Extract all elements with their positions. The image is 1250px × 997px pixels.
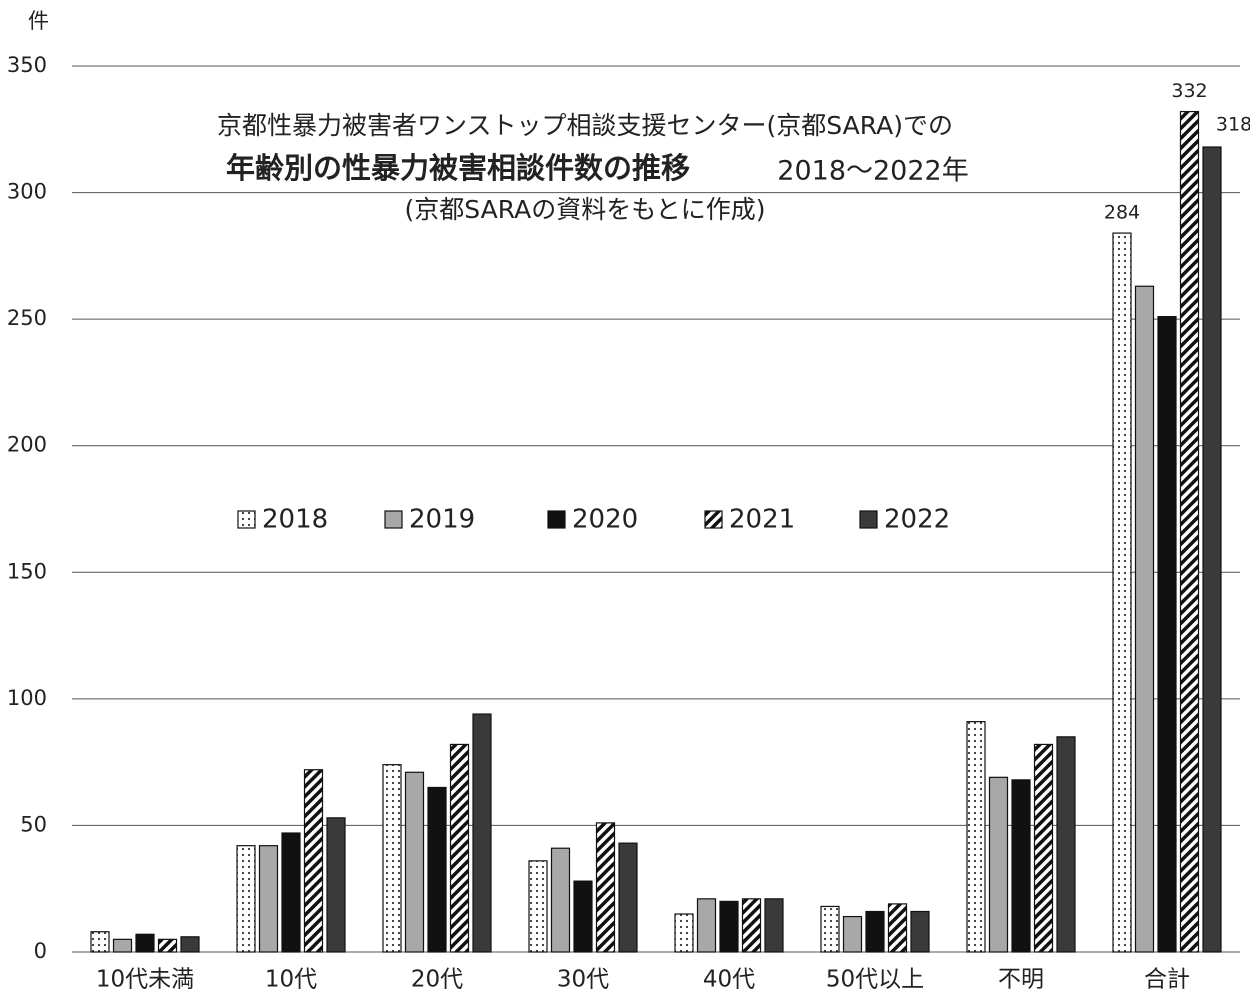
- y-axis-label: 件: [28, 9, 49, 33]
- bar: [741, 898, 762, 953]
- bar: [674, 913, 694, 953]
- data-label: 332: [1171, 80, 1207, 102]
- bar: [303, 769, 324, 953]
- bar: [988, 776, 1009, 953]
- bar: [966, 721, 986, 953]
- bar: [90, 931, 110, 953]
- bar: [427, 786, 447, 953]
- bar: [528, 860, 548, 953]
- bar: [719, 900, 739, 953]
- legend-label: 2020: [572, 505, 638, 535]
- bar: [820, 905, 840, 953]
- chart-note: (京都SARAの資料をもとに作成): [405, 195, 766, 224]
- data-label: 284: [1104, 202, 1140, 224]
- legend-label: 2018: [262, 505, 328, 535]
- legend-swatch: [859, 510, 878, 529]
- y-tick-label: 350: [7, 53, 47, 77]
- x-tick-label: 50代以上: [826, 967, 924, 993]
- x-tick-label: 10代未満: [96, 967, 194, 993]
- y-tick-label: 50: [20, 812, 47, 836]
- legend-label: 2022: [884, 505, 950, 535]
- legend-swatch: [547, 510, 566, 529]
- y-tick-label: 300: [7, 180, 47, 204]
- bar: [112, 938, 133, 953]
- y-tick-label: 0: [34, 939, 47, 963]
- bar: [326, 817, 346, 953]
- x-tick-label: 10代: [265, 967, 317, 993]
- bar: [258, 845, 279, 953]
- bar: [550, 847, 571, 953]
- bar: [696, 898, 717, 953]
- bar: [887, 903, 908, 953]
- bar: [764, 898, 784, 953]
- x-tick-label: 40代: [703, 967, 755, 993]
- bar: [842, 915, 863, 953]
- y-tick-label: 250: [7, 306, 47, 330]
- bar: [1033, 743, 1054, 953]
- legend-swatch: [704, 510, 723, 529]
- bar: [236, 845, 256, 953]
- bar: [1011, 779, 1031, 953]
- legend-label: 2019: [409, 505, 475, 535]
- bar: [135, 933, 155, 953]
- legend-swatch: [237, 510, 256, 529]
- x-tick-label: 20代: [411, 967, 463, 993]
- bar: [382, 764, 402, 953]
- bar: [281, 832, 301, 953]
- bar: [1179, 110, 1200, 953]
- bar: [1157, 316, 1177, 953]
- legend-swatch: [384, 510, 403, 529]
- chart-subtitle: 年齢別の性暴力被害相談件数の推移: [226, 151, 690, 185]
- bar: [1112, 232, 1132, 953]
- y-tick-label: 100: [7, 686, 47, 710]
- bar: [404, 771, 425, 953]
- x-tick-label: 不明: [998, 967, 1044, 993]
- subtitle-period: 2018～2022年: [777, 156, 968, 187]
- data-label: 318: [1216, 114, 1250, 136]
- chart-title: 京都性暴力被害者ワンストップ相談支援センター(京都SARA)での: [217, 111, 953, 140]
- y-tick-label: 150: [7, 559, 47, 583]
- bar: [618, 842, 638, 953]
- bar: [472, 713, 492, 953]
- bar: [180, 936, 200, 953]
- bar: [449, 743, 470, 953]
- bar: [865, 910, 885, 953]
- legend-label: 2021: [729, 505, 795, 535]
- bar: [1134, 285, 1155, 953]
- x-tick-label: 合計: [1144, 967, 1190, 993]
- bar: [1202, 146, 1222, 953]
- bar: [573, 880, 593, 953]
- bar: [1056, 736, 1076, 953]
- bar: [157, 938, 178, 953]
- x-tick-label: 30代: [557, 967, 609, 993]
- y-tick-label: 200: [7, 433, 47, 457]
- bar: [910, 910, 930, 953]
- bar: [595, 822, 616, 953]
